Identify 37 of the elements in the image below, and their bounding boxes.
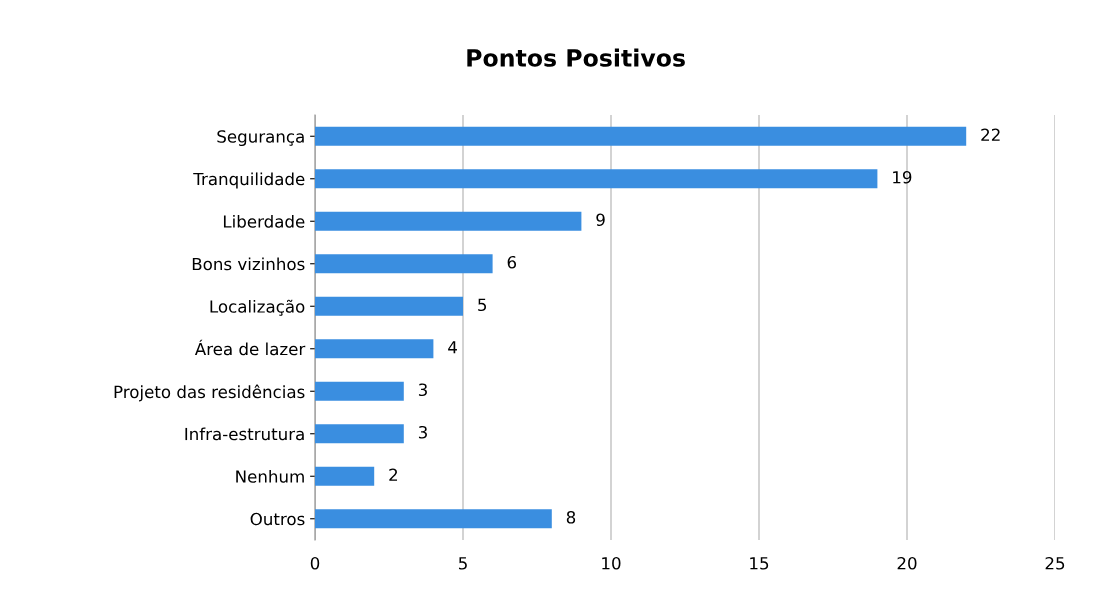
bar [315,296,463,316]
y-tick-label: Área de lazer [194,339,306,356]
data-label: 22 [981,128,1000,141]
x-tick-label: 10 [602,556,621,570]
bar [315,211,582,231]
data-label: 9 [596,213,605,227]
bar [315,424,404,444]
y-tick-label: Localização [210,299,305,316]
x-tick-label: 15 [750,557,769,570]
data-label: 2 [389,468,398,481]
bar [315,381,404,401]
data-label: 3 [418,383,427,397]
data-label: 3 [418,425,427,439]
y-tick-label: Infra-estrutura [185,427,304,441]
data-label: 4 [448,341,457,354]
y-tick-label: Segurança [217,130,304,147]
y-tick-label: Outros [250,512,305,526]
y-tick-label: Projeto das residências [114,384,305,402]
data-label: 19 [893,170,912,184]
bar [315,466,375,486]
bar [315,339,434,359]
bar [315,254,493,274]
y-tick-label: Bons vizinhos [192,257,305,271]
data-label: 6 [507,255,517,269]
data-label: 5 [478,298,487,312]
y-tick-label: Liberdade [223,214,305,228]
bar [315,169,878,189]
y-tick-label: Tranquilidade [193,172,305,189]
bar [315,509,552,529]
x-tick-label: 5 [458,557,467,570]
x-tick-label: 20 [897,556,917,570]
bar [315,126,967,146]
chart-title: Pontos Positivos [467,48,685,67]
x-tick-label: 0 [310,556,320,570]
x-tick-label: 25 [1045,556,1065,570]
data-label: 8 [566,510,576,524]
y-tick-label: Nenhum [236,469,304,483]
